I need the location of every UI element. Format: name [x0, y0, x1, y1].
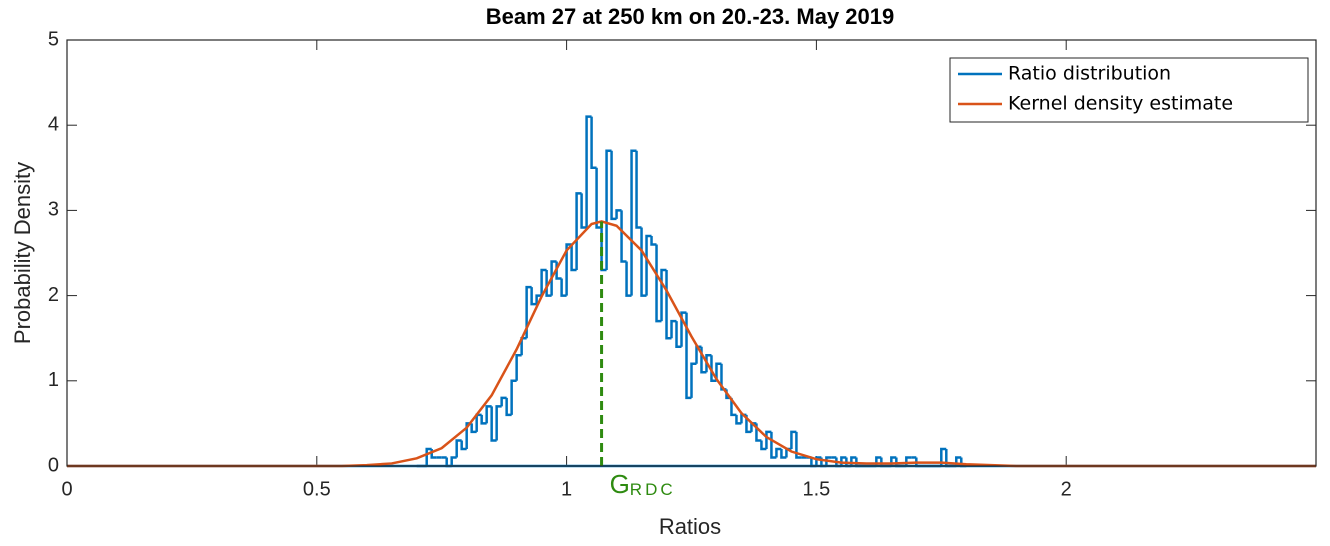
- legend-label: Kernel density estimate: [1008, 93, 1233, 115]
- histogram-step: [530, 287, 537, 306]
- histogram-step: [815, 456, 822, 466]
- histogram-step: [540, 268, 547, 296]
- histogram-step: [570, 244, 577, 272]
- y-tick-label: 2: [48, 284, 59, 306]
- histogram-step: [940, 447, 947, 466]
- histogram-step: [480, 414, 487, 425]
- histogram-step: [630, 149, 637, 296]
- histogram-step: [625, 261, 632, 297]
- histogram-step: [595, 167, 602, 229]
- y-tick-label: 1: [48, 369, 59, 391]
- histogram-step: [535, 294, 542, 305]
- legend-label: Ratio distribution: [1008, 63, 1171, 85]
- histogram-step: [510, 379, 517, 415]
- histogram-step: [745, 414, 752, 434]
- y-axis-label: Probability Density: [10, 162, 35, 344]
- histogram-step: [780, 448, 787, 459]
- histogram-step: [730, 397, 737, 417]
- histogram-step: [545, 270, 552, 297]
- histogram-step: [615, 209, 622, 219]
- histogram-step: [560, 278, 567, 297]
- histogram-step: [895, 457, 902, 468]
- y-tick-label: 5: [48, 28, 59, 50]
- histogram-step: [565, 243, 572, 296]
- histogram-step: [645, 234, 652, 296]
- x-tick-label: 1.5: [802, 478, 830, 500]
- annotation-subscript: RDC: [630, 480, 676, 499]
- histogram-step: [525, 285, 532, 339]
- histogram-step: [470, 423, 477, 434]
- histogram-step: [455, 439, 462, 458]
- y-tick-label: 4: [48, 113, 59, 135]
- histogram-step: [520, 336, 527, 356]
- histogram-step: [670, 319, 677, 339]
- histogram-step: [495, 405, 502, 441]
- histogram-step: [500, 396, 507, 407]
- histogram-step: [675, 321, 682, 348]
- histogram-step: [575, 192, 582, 271]
- histogram-step: [680, 311, 687, 347]
- histogram-step: [705, 353, 712, 373]
- histogram-step: [605, 149, 612, 271]
- histogram-step: [635, 150, 642, 229]
- x-axis-label: Ratios: [659, 514, 721, 539]
- histogram-step: [880, 457, 887, 468]
- x-tick-label: 0.5: [303, 478, 331, 500]
- histogram-step: [580, 193, 587, 229]
- kde-line: [67, 220, 1316, 468]
- chart-title: Beam 27 at 250 km on 20.-23. May 2019: [486, 4, 894, 29]
- x-tick-label: 2: [1061, 478, 1072, 500]
- annotation-label: GRDC: [610, 469, 676, 500]
- histogram-step: [505, 397, 512, 417]
- y-tick-label: 0: [48, 454, 59, 476]
- histogram-step: [715, 362, 722, 381]
- histogram-step: [660, 268, 667, 322]
- histogram-step: [760, 440, 767, 451]
- x-tick-label: 1: [561, 478, 572, 500]
- histogram-step: [710, 355, 717, 383]
- histogram-step: [515, 353, 522, 381]
- histogram-step: [485, 405, 492, 424]
- histogram-step: [690, 362, 697, 398]
- histogram-step: [765, 430, 772, 449]
- histogram-step: [855, 457, 862, 468]
- histogram-step: [775, 447, 782, 458]
- x-tick-label: 0: [61, 478, 72, 500]
- histogram-step: [610, 150, 617, 221]
- annotation-text: G: [610, 469, 630, 499]
- histogram-step: [490, 406, 497, 442]
- histogram-step: [585, 115, 592, 228]
- y-tick-label: 3: [48, 199, 59, 221]
- histogram-step: [590, 116, 597, 170]
- histogram-step: [685, 312, 692, 400]
- histogram-step: [550, 260, 557, 296]
- histogram-step: [425, 447, 432, 466]
- histogram-step: [655, 244, 662, 323]
- histogram-step: [460, 440, 467, 451]
- legend-box: [949, 57, 1309, 123]
- histogram-step: [450, 456, 457, 466]
- axes-box: [66, 39, 1317, 467]
- histogram-step: [825, 456, 832, 466]
- histogram-step: [795, 431, 802, 459]
- histogram-step: [735, 414, 742, 425]
- histogram-step: [620, 210, 627, 263]
- histogram-step: [790, 430, 797, 449]
- histogram-step: [650, 235, 657, 246]
